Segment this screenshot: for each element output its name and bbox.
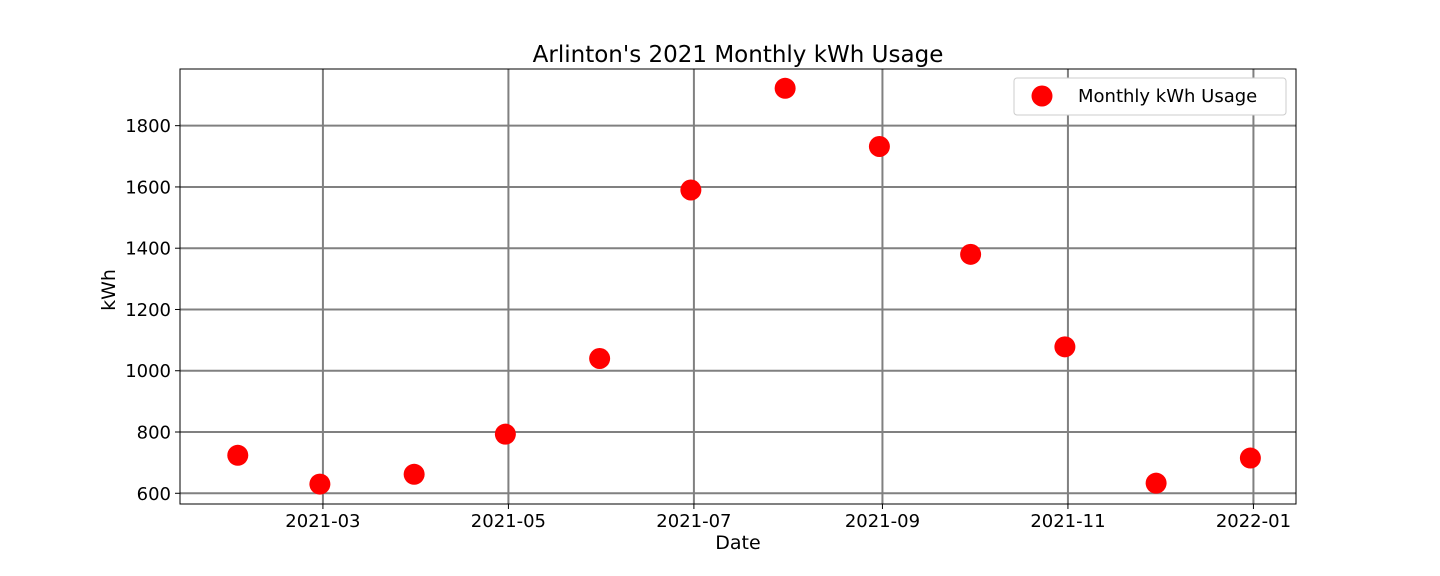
- x-axis-label: Date: [715, 532, 760, 554]
- y-tick-label: 1800: [125, 116, 171, 137]
- data-points: [227, 77, 1261, 495]
- data-point: [774, 77, 796, 99]
- x-tick-label: 2021-03: [285, 511, 360, 532]
- data-point: [1054, 336, 1076, 358]
- data-point: [494, 423, 516, 445]
- data-point: [309, 473, 331, 495]
- legend-label: Monthly kWh Usage: [1078, 86, 1257, 107]
- y-axis-label: kWh: [98, 269, 120, 311]
- y-tick-label: 1600: [125, 177, 171, 198]
- axis-ticks: 2021-03 2021-05 2021-07 2021-09 2021-11 2022-…: [125, 116, 1291, 532]
- y-tick-label: 600: [137, 484, 171, 505]
- data-point: [1145, 472, 1167, 494]
- x-tick-label: 2021-05: [471, 511, 546, 532]
- data-point: [589, 347, 611, 369]
- data-point: [227, 444, 249, 466]
- grid: [180, 69, 1296, 504]
- legend-box: [1013, 77, 1287, 116]
- data-point: [403, 463, 425, 485]
- data-point: [868, 136, 890, 158]
- plot-frame: [179, 68, 1297, 505]
- x-tick-label: 2021-07: [656, 511, 731, 532]
- data-point: [1239, 447, 1261, 469]
- data-point: [680, 179, 702, 201]
- x-tick-label: 2021-09: [845, 511, 920, 532]
- chart-title: Arlinton's 2021 Monthly kWh Usage: [533, 42, 944, 68]
- data-point: [960, 243, 982, 265]
- y-tick-label: 1400: [125, 239, 171, 260]
- y-tick-label: 1000: [125, 361, 171, 382]
- y-tick-label: 1200: [125, 300, 171, 321]
- legend: Monthly kWh Usage: [1013, 77, 1287, 116]
- legend-marker: [1031, 85, 1053, 107]
- x-tick-label: 2021-11: [1030, 511, 1105, 532]
- x-tick-label: 2022-01: [1216, 511, 1291, 532]
- y-tick-label: 800: [137, 423, 171, 444]
